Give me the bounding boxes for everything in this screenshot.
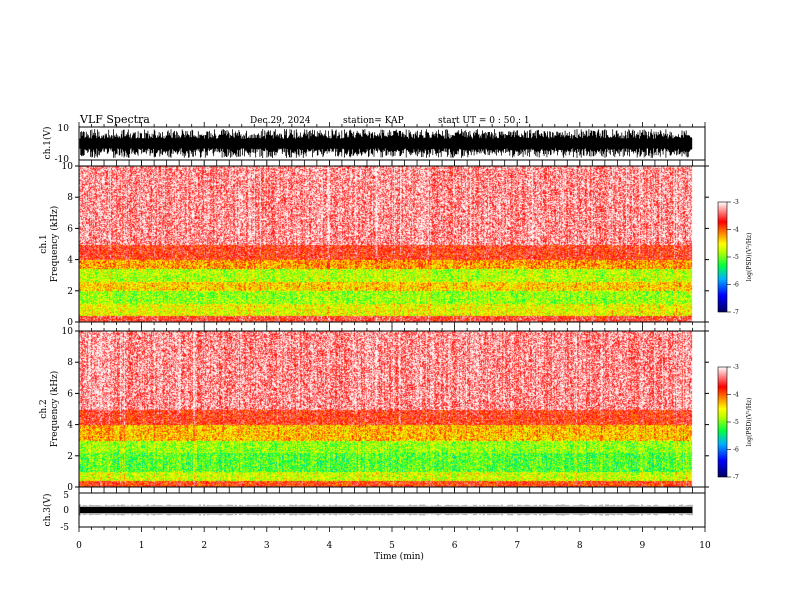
xtick-label: 10: [699, 541, 711, 551]
header-date: Dec.29, 2024: [250, 116, 311, 126]
colorbar-gradient: [717, 366, 728, 478]
colorbar-label: log(PSD)(V²/Hz): [746, 233, 753, 282]
xtick-marks: [78, 488, 706, 532]
colorbar-tick-label: -5: [733, 419, 739, 426]
colorbar-ticks: -3 -4 -5 -6 -7: [727, 199, 739, 316]
ch3-ylabel: ch.3(V): [42, 494, 53, 527]
colorbar-tick-label: -4: [733, 392, 739, 399]
colorbar-gradient: [717, 201, 728, 313]
spectrogram-pixels: [79, 331, 705, 487]
xtick-label: 8: [577, 541, 583, 551]
ytick-label: 0: [67, 318, 73, 328]
ytick-label: -10: [55, 155, 70, 165]
ytick-label: 5: [63, 491, 69, 501]
xtick-label: 7: [514, 541, 520, 551]
xtick-marks: [78, 161, 706, 327]
ytick-label: 4: [67, 256, 73, 266]
xtick-label: 3: [264, 541, 270, 551]
colorbar-tick-label: -6: [733, 447, 739, 454]
colorbar-tick-label: -7: [733, 309, 739, 316]
ytick-label: 4: [67, 421, 73, 431]
figure-title: VLF Spectra: [79, 113, 150, 126]
colorbar-ch1: -3 -4 -5 -6 -7 log(PSD)(V²/Hz): [717, 199, 753, 316]
xtick-label: 0: [76, 541, 82, 551]
ch1-ylabel-channel: ch.1: [39, 234, 49, 253]
ytick-label: 10: [62, 327, 74, 337]
xtick-label: 2: [201, 541, 207, 551]
colorbar-label: log(PSD)(V²/Hz): [746, 398, 753, 447]
colorbar-ticks: -3 -4 -5 -6 -7: [727, 364, 739, 481]
ytick-marks: 0 2 4 6 8 10: [62, 162, 709, 328]
ch1-ylabel: ch.1(V): [42, 127, 53, 160]
ch2-ylabel-frequency: Frequency (kHz): [49, 371, 60, 448]
colorbar-tick-label: -7: [733, 474, 739, 481]
ytick-label: 10: [62, 162, 74, 172]
x-axis-label: Time (min): [374, 551, 424, 562]
panel-ch2-spectrogram: 0 2 4 6 8 10 ch.2 Frequency (kHz): [39, 326, 709, 493]
ch1-trace-line: [79, 129, 693, 158]
header-station: station= KAP: [343, 116, 404, 126]
xtick-label: 9: [640, 541, 646, 551]
colorbar-tick-label: -5: [733, 254, 739, 261]
xtick-label: 1: [139, 541, 145, 551]
ytick-label: 2: [67, 452, 73, 462]
colorbar-ch2: -3 -4 -5 -6 -7 log(PSD)(V²/Hz): [717, 364, 753, 481]
ytick-label: 10: [58, 124, 70, 134]
panel-ch3-waveform: 5 0 -5 ch.3(V): [42, 488, 706, 533]
xtick-label: 5: [389, 541, 395, 551]
ytick-marks: 0 2 4 6 8 10: [62, 327, 709, 493]
colorbar-tick-label: -4: [733, 227, 739, 234]
ch1-spectrogram-image: [79, 166, 705, 322]
ch1-ylabel-frequency: Frequency (kHz): [49, 206, 60, 283]
ch2-ylabel-channel: ch.2: [39, 399, 49, 418]
ytick-label: 6: [67, 389, 73, 399]
ytick-label: 6: [67, 224, 73, 234]
ch3-waveform-trace: [79, 504, 693, 516]
panel-ch1-spectrogram: 0 2 4 6 8 10 ch.1 Frequency (kHz): [39, 161, 709, 328]
ytick-label: 8: [67, 358, 73, 368]
xtick-label: 4: [327, 541, 333, 551]
header-start-time: start UT = 0 : 50 : 1: [438, 116, 530, 126]
ytick-label: 0: [67, 483, 73, 493]
colorbar-tick-label: -3: [733, 199, 739, 206]
spectrogram-pixels: [79, 166, 705, 322]
ytick-label: 0: [63, 506, 69, 516]
ch1-waveform-trace: [79, 129, 693, 158]
colorbar-tick-label: -6: [733, 282, 739, 289]
panel-ch1-waveform: 10 -10 ch.1(V): [42, 122, 706, 165]
xtick-marks: [78, 326, 706, 492]
ch3-trace-line: [79, 504, 693, 516]
colorbar-tick-label: -3: [733, 364, 739, 371]
ytick-label: 2: [67, 287, 73, 297]
ytick-label: 8: [67, 193, 73, 203]
xtick-label: 6: [452, 541, 458, 551]
x-tick-labels: 0 1 2 3 4 5 6 7 8 9 10: [76, 541, 711, 551]
ch2-spectrogram-image: [79, 331, 705, 487]
ytick-label: -5: [60, 523, 69, 533]
